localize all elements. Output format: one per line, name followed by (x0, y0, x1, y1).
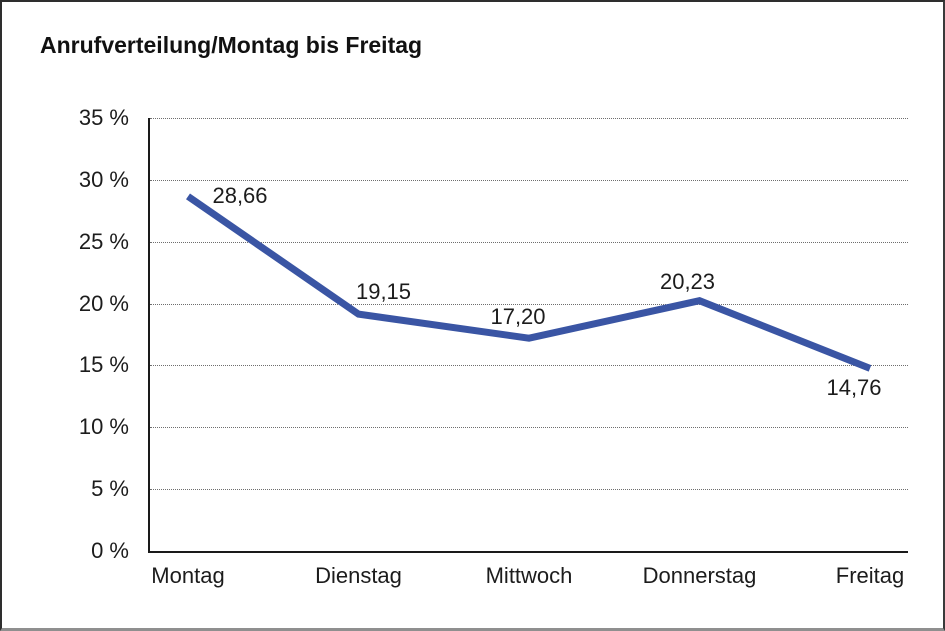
x-axis-category-label: Dienstag (315, 563, 402, 588)
gridline (150, 489, 908, 491)
y-axis-tick-label: 35 % (78, 105, 129, 130)
gridline (150, 179, 908, 181)
line-series-svg (186, 193, 872, 372)
y-axis-tick-label: 15 % (78, 352, 129, 378)
x-axis-category-label: Mittwoch (485, 563, 573, 588)
y-axis-tick-label: 10 % (78, 414, 129, 440)
gridline (150, 365, 908, 367)
y-axis-tick-label: 0 % (91, 538, 129, 563)
data-point-label: 28,66 (212, 183, 268, 209)
data-point-label: 17,20 (490, 304, 546, 330)
plot-area (148, 118, 908, 553)
y-axis-tick-label: 5 % (91, 476, 129, 502)
x-axis-category-label: Donnerstag (642, 563, 757, 588)
x-axis-category-label: Freitag (835, 563, 905, 588)
gridline (150, 118, 908, 119)
data-point-label: 14,76 (826, 375, 882, 401)
series-line (186, 193, 872, 372)
x-axis-category-label: Montag (151, 563, 225, 588)
gridline (150, 303, 908, 305)
y-axis-tick-label: 30 % (78, 166, 129, 192)
data-point-label: 19,15 (355, 279, 412, 305)
y-axis-tick-label: 20 % (78, 290, 129, 316)
gridline (150, 241, 908, 243)
y-axis-tick-label: 25 % (78, 228, 129, 254)
gridline (150, 427, 908, 429)
data-point-label: 20,23 (659, 268, 716, 294)
chart-title: Anrufverteilung/Montag bis Freitag (40, 32, 423, 58)
